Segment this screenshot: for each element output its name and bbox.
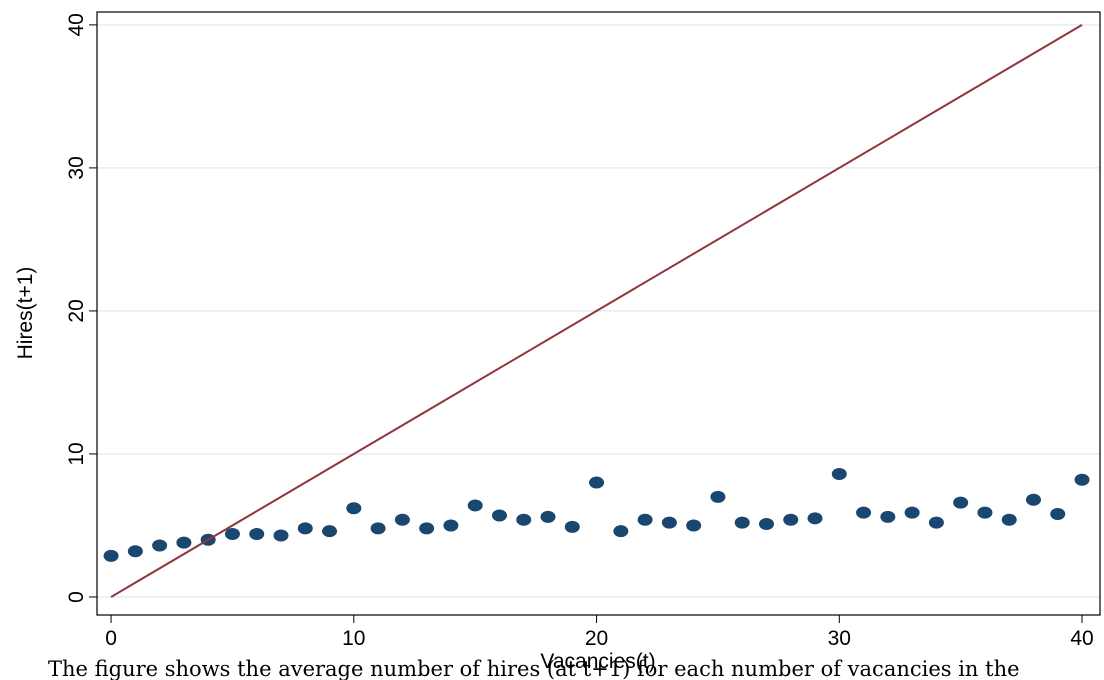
point <box>152 539 168 552</box>
y-axis-label: Hires(t+1) <box>14 267 37 360</box>
point <box>322 525 338 538</box>
point <box>127 545 143 558</box>
point <box>540 510 556 523</box>
x-tick-label: 10 <box>342 627 365 650</box>
point <box>467 499 483 512</box>
x-tick-label: 40 <box>1070 627 1093 650</box>
point <box>394 513 410 526</box>
y-tick-label: 30 <box>65 156 88 179</box>
x-tick-label: 30 <box>828 627 851 650</box>
point <box>589 476 605 489</box>
x-tick-label: 20 <box>585 627 608 650</box>
point <box>661 516 677 529</box>
point <box>710 490 726 503</box>
x-axis-label: Vacancies(t) <box>540 650 655 673</box>
point <box>297 522 313 535</box>
y-tick-label: 10 <box>65 442 88 465</box>
point <box>273 529 289 542</box>
point <box>977 506 993 519</box>
caption: The figure shows the average number of h… <box>48 657 1020 680</box>
point <box>1050 508 1066 521</box>
point <box>516 513 532 526</box>
y-tick-label: 0 <box>65 591 88 603</box>
point <box>904 506 920 519</box>
point <box>224 528 240 541</box>
point <box>880 510 896 523</box>
point <box>491 509 507 522</box>
plot-frame <box>96 11 1101 616</box>
point <box>831 467 847 480</box>
point <box>176 536 192 549</box>
point <box>807 512 823 525</box>
point <box>1025 493 1041 506</box>
y-tick-label: 40 <box>65 13 88 36</box>
y-tick-label: 20 <box>65 299 88 322</box>
point <box>953 496 969 509</box>
point <box>758 518 774 531</box>
point <box>103 549 119 562</box>
point <box>370 522 386 535</box>
point <box>564 520 580 533</box>
point <box>419 522 435 535</box>
point <box>249 528 265 541</box>
point <box>346 502 362 515</box>
point <box>1001 513 1017 526</box>
point <box>1074 473 1090 486</box>
point <box>613 525 629 538</box>
point <box>783 513 799 526</box>
point <box>686 519 702 532</box>
line <box>110 24 1083 598</box>
x-tick-label: 0 <box>105 627 117 650</box>
point <box>856 506 872 519</box>
point <box>443 519 459 532</box>
point <box>637 513 653 526</box>
point <box>734 516 750 529</box>
point <box>928 516 944 529</box>
